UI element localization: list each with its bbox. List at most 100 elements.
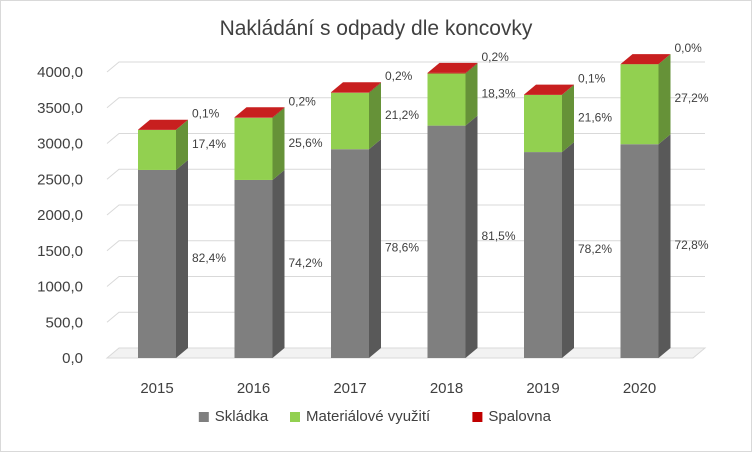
- gridline: [106, 240, 705, 252]
- data-label: 0,2%: [289, 94, 317, 108]
- bar-front: [234, 179, 273, 358]
- y-tick-label: 1000,0: [37, 279, 83, 296]
- chart-floor: [105, 347, 707, 359]
- y-tick-label: 2500,0: [37, 171, 83, 188]
- bar-side: [369, 82, 381, 150]
- bar-front: [331, 92, 369, 150]
- bar-segment: [524, 84, 574, 95]
- data-label: 72,8%: [675, 238, 709, 252]
- bar-front: [524, 152, 562, 358]
- bar-segment: [331, 139, 381, 358]
- data-label: 78,2%: [578, 242, 612, 256]
- bar-segment: [138, 119, 188, 130]
- axis-layer: 0,0 500,0 1000,0 1500,0 2000,0 2500,0 3000,0 35…: [37, 64, 656, 397]
- gridline: [106, 204, 705, 216]
- bar-side: [658, 134, 671, 358]
- data-label: 82,4%: [192, 251, 226, 265]
- data-label: 81,5%: [482, 229, 516, 243]
- gridline: [106, 168, 705, 180]
- legend-label: Spalovna: [488, 408, 551, 425]
- x-tick-label: 2020: [623, 380, 656, 397]
- bar-side: [272, 107, 285, 180]
- bar-side: [369, 82, 381, 93]
- bar-front: [427, 125, 466, 358]
- chart-title: Nakládání s odpady dle koncovky: [219, 17, 533, 40]
- gridline: [106, 276, 705, 287]
- y-tick-label: 3000,0: [37, 136, 83, 153]
- data-label: 27,2%: [675, 91, 709, 105]
- data-label: 17,4%: [192, 137, 226, 151]
- x-tick-label: 2019: [526, 380, 559, 397]
- y-tick-label: 4000,0: [37, 64, 83, 81]
- bar-side: [562, 142, 574, 358]
- legend-swatch: [290, 412, 300, 422]
- bar-front: [331, 92, 369, 93]
- bars-layer: [138, 54, 671, 358]
- bar-front: [524, 94, 562, 153]
- bar-side: [658, 54, 671, 65]
- bar-front: [234, 117, 273, 118]
- data-label: 74,2%: [289, 256, 323, 270]
- bar-front: [620, 64, 659, 145]
- bar-top: [331, 82, 381, 93]
- data-label: 78,6%: [385, 241, 419, 255]
- bar-side: [176, 119, 188, 170]
- gridline: [106, 133, 705, 144]
- bar-side: [369, 139, 381, 358]
- legend-label: Skládka: [215, 408, 269, 425]
- bar-segment: [427, 62, 478, 74]
- data-label: 0,2%: [385, 69, 413, 83]
- x-tick-label: 2018: [430, 380, 463, 397]
- bar-segment: [138, 159, 188, 358]
- data-label: 18,3%: [482, 87, 516, 101]
- bar-segment: [331, 82, 381, 150]
- legend-swatch: [198, 412, 209, 422]
- data-label: 25,6%: [289, 136, 323, 150]
- bar-front: [138, 169, 176, 358]
- bar-side: [658, 54, 671, 145]
- x-tick-label: 2016: [237, 380, 270, 397]
- bar-segment: [234, 169, 285, 358]
- bar-segment: [234, 107, 285, 118]
- gridline: [106, 311, 705, 323]
- bar-segment: [620, 54, 671, 65]
- legend: Skládka Materiálové využití Spalovna: [198, 408, 552, 425]
- bar-side: [465, 62, 478, 74]
- y-tick-label: 500,0: [45, 314, 83, 331]
- bar-side: [272, 169, 285, 358]
- legend-swatch: [472, 412, 483, 422]
- bar-segment: [620, 54, 671, 145]
- y-tick-label: 0,0: [62, 350, 83, 367]
- y-tick-label: 1500,0: [37, 243, 83, 260]
- legend-item: Spalovna: [472, 408, 552, 425]
- bar-front: [331, 149, 369, 358]
- bar-side: [465, 63, 478, 126]
- y-tick-label: 2000,0: [37, 207, 83, 224]
- bar-side: [176, 159, 188, 358]
- data-label: 0,2%: [482, 50, 510, 64]
- data-label: 0,0%: [675, 41, 703, 55]
- bar-side: [562, 84, 574, 153]
- x-tick-label: 2017: [333, 380, 366, 397]
- bar-top: [234, 107, 285, 118]
- bar-front: [234, 117, 273, 180]
- bar-top: [138, 119, 188, 130]
- bar-segment: [331, 82, 381, 93]
- bar-front: [138, 129, 176, 170]
- gridline: [106, 61, 705, 73]
- y-tick-label: 3500,0: [37, 100, 83, 117]
- data-label: 21,2%: [385, 108, 419, 122]
- bar-top: [524, 84, 574, 95]
- bar-segment: [427, 63, 478, 126]
- bar-segment: [524, 84, 574, 153]
- bar-front: [427, 73, 466, 126]
- bar-segment: [620, 134, 671, 358]
- bar-segment: [427, 115, 478, 358]
- data-label: 0,1%: [578, 72, 606, 86]
- bar-front: [620, 144, 659, 358]
- bar-side: [176, 119, 188, 130]
- legend-label: Materiálové využití: [306, 408, 431, 425]
- bar-top: [620, 54, 671, 65]
